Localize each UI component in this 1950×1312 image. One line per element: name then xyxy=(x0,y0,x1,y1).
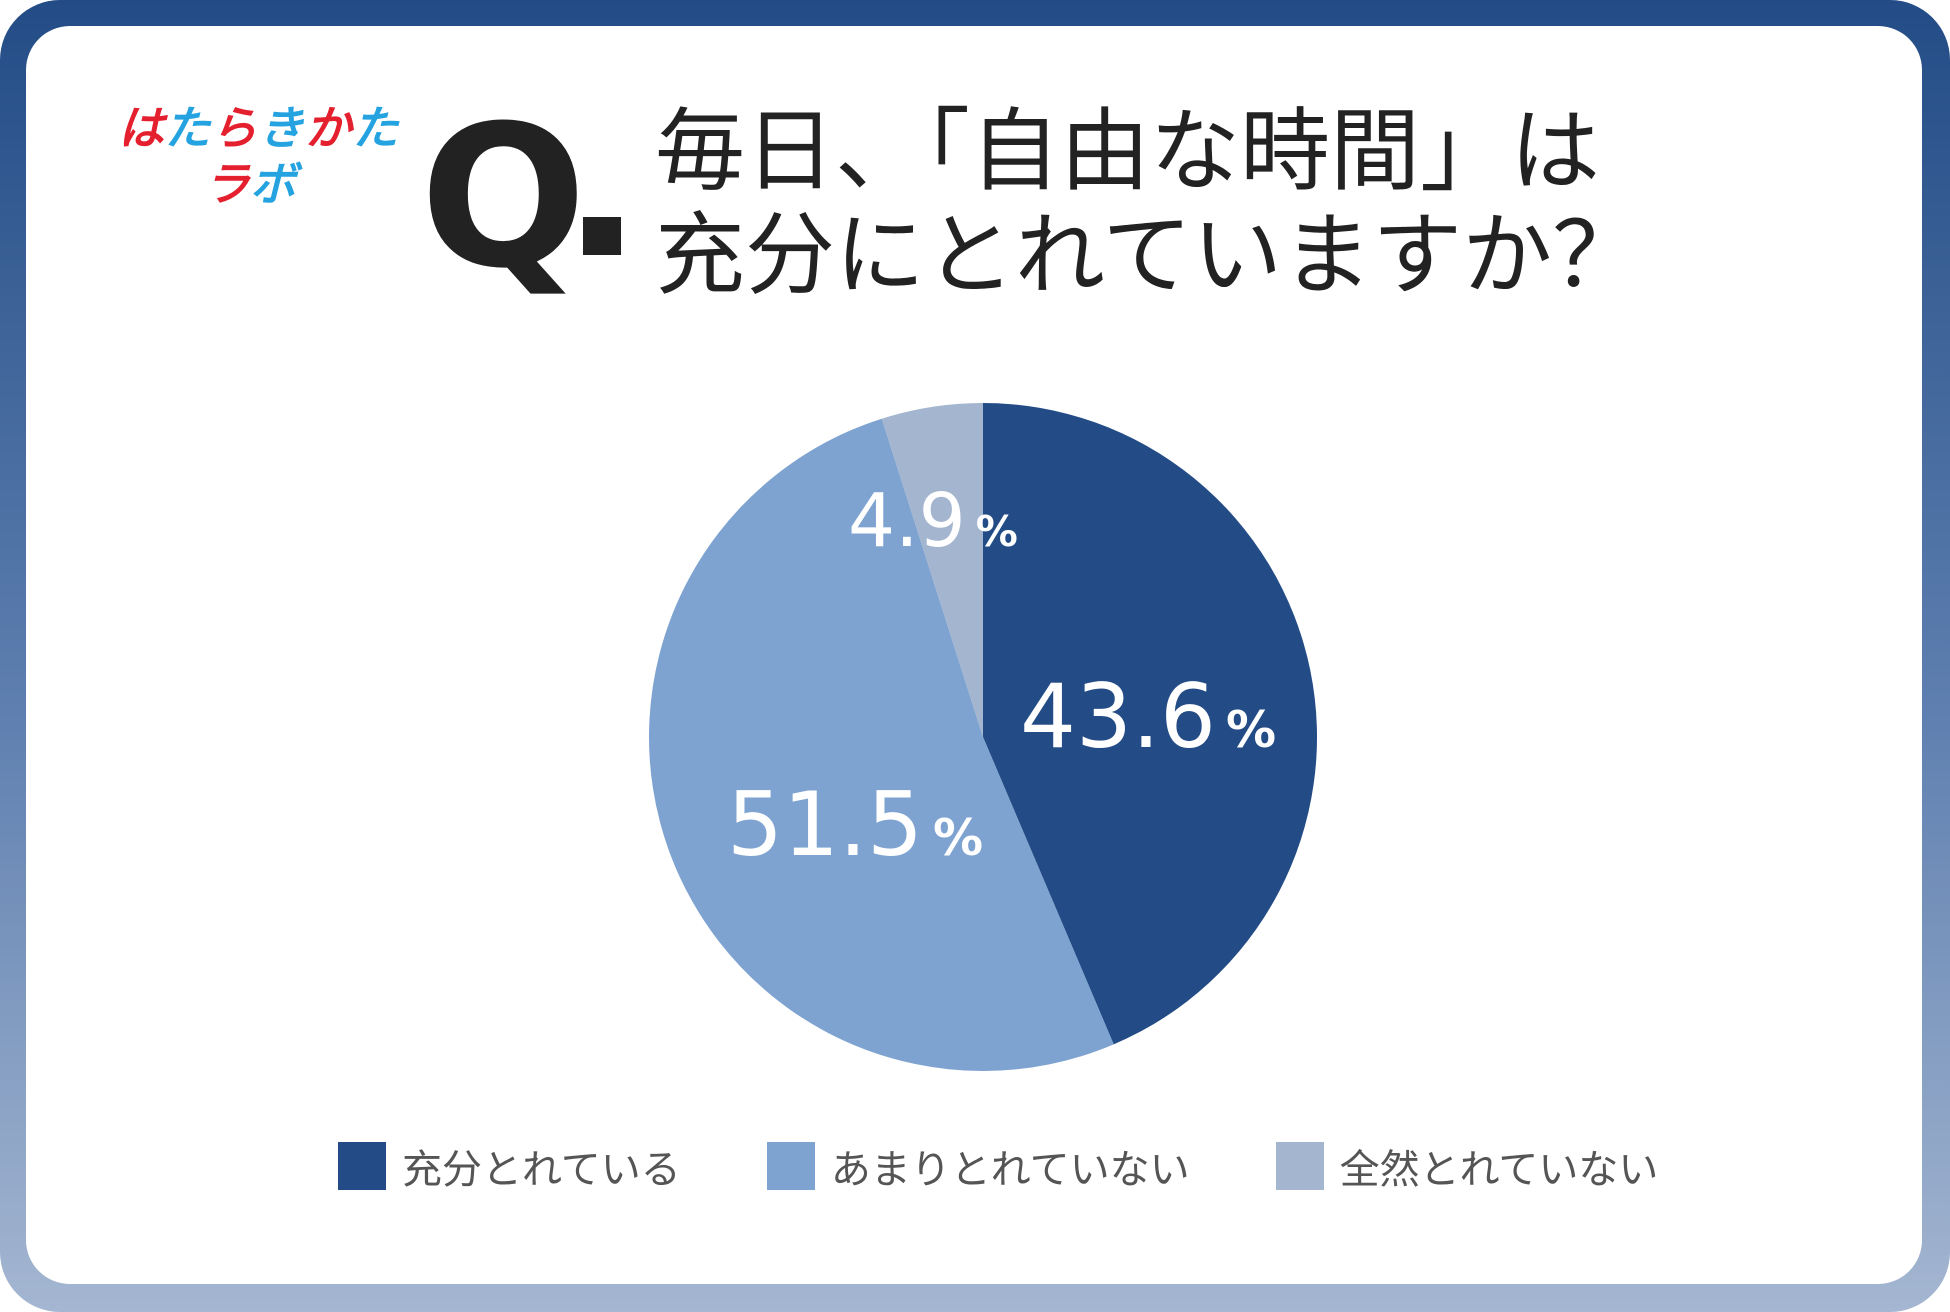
slice-value-unit: % xyxy=(1226,701,1276,759)
pie-slice-3 xyxy=(881,403,983,737)
logo-char: た xyxy=(164,101,212,155)
question-dot xyxy=(583,217,621,255)
logo-char: き xyxy=(258,101,306,155)
legend-swatch-2 xyxy=(766,1142,815,1190)
slice-value-label-3: 4.9% xyxy=(848,478,1018,564)
legend-swatch-3 xyxy=(1275,1142,1324,1190)
slice-value-number: 4.9 xyxy=(848,478,966,564)
slice-value-unit: % xyxy=(976,507,1018,556)
question-title-line1: 毎日、「自由な時間」は xyxy=(655,99,1600,204)
logo-char: ラ xyxy=(204,157,250,211)
legend-swatch-1 xyxy=(338,1142,386,1190)
legend-label-2: あまりとれていない xyxy=(830,1147,1190,1193)
logo-char: た xyxy=(352,101,400,155)
legend-label-3: 全然とれていない xyxy=(1339,1147,1659,1193)
logo-text-line1: はたらきかた xyxy=(118,98,399,158)
question-title-line2: 充分にとれていますか？ xyxy=(655,203,1643,308)
question-mark-letter: Q xyxy=(420,84,587,312)
pie-slice-2 xyxy=(648,418,1114,1071)
legend-item-3: 全然とれていない xyxy=(1275,1137,1659,1195)
pie-slice-1 xyxy=(983,403,1317,1045)
slice-value-label-1: 43.6% xyxy=(1020,665,1276,768)
legend-item-1: 充分とれている xyxy=(338,1137,681,1195)
logo-char: は xyxy=(118,101,165,155)
legend-item-2: あまりとれていない xyxy=(766,1137,1190,1195)
slice-value-number: 51.5 xyxy=(727,773,923,876)
chart-legend: 充分とれている あまりとれていない 全然とれていない xyxy=(338,1137,1744,1195)
slice-value-number: 43.6 xyxy=(1020,665,1216,768)
logo-text-line2: ラボ xyxy=(204,154,296,214)
logo-char: ボ xyxy=(250,157,296,211)
logo-char: ら xyxy=(211,101,259,155)
logo-char: か xyxy=(305,101,353,155)
legend-label-1: 充分とれている xyxy=(402,1147,681,1193)
question-title: 毎日、「自由な時間」は 充分にとれていますか？ xyxy=(655,100,1642,308)
slice-value-unit: % xyxy=(933,809,983,867)
slice-value-label-2: 51.5% xyxy=(727,773,983,876)
hataraki-kata-lab-logo: はたらきかた ラボ xyxy=(118,98,398,218)
